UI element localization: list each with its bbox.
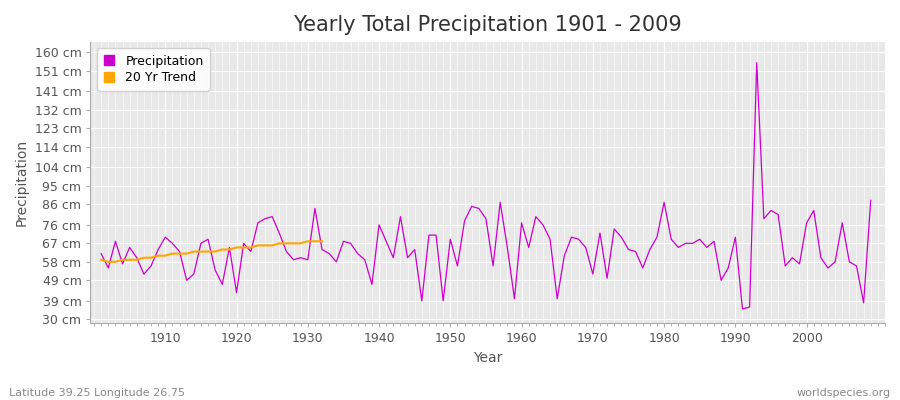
20 Yr Trend bbox=[210, 249, 220, 254]
Precipitation bbox=[153, 247, 164, 252]
20 Yr Trend bbox=[246, 245, 256, 250]
20 Yr Trend bbox=[288, 241, 299, 246]
20 Yr Trend bbox=[124, 257, 135, 262]
Precipitation bbox=[509, 296, 520, 301]
X-axis label: Year: Year bbox=[473, 351, 502, 365]
Precipitation bbox=[95, 251, 106, 256]
20 Yr Trend bbox=[167, 251, 178, 256]
Precipitation bbox=[352, 251, 363, 256]
Title: Yearly Total Precipitation 1901 - 2009: Yearly Total Precipitation 1901 - 2009 bbox=[293, 15, 682, 35]
20 Yr Trend bbox=[202, 249, 213, 254]
20 Yr Trend bbox=[295, 241, 306, 246]
20 Yr Trend bbox=[131, 257, 142, 262]
Precipitation bbox=[752, 60, 762, 65]
Y-axis label: Precipitation: Precipitation bbox=[15, 139, 29, 226]
Precipitation bbox=[517, 220, 527, 225]
20 Yr Trend bbox=[224, 247, 235, 252]
Legend: Precipitation, 20 Yr Trend: Precipitation, 20 Yr Trend bbox=[96, 48, 210, 91]
20 Yr Trend bbox=[259, 243, 270, 248]
20 Yr Trend bbox=[103, 260, 113, 264]
20 Yr Trend bbox=[160, 253, 171, 258]
Precipitation bbox=[737, 307, 748, 312]
20 Yr Trend bbox=[95, 257, 106, 262]
20 Yr Trend bbox=[238, 245, 249, 250]
20 Yr Trend bbox=[266, 243, 277, 248]
20 Yr Trend bbox=[117, 257, 128, 262]
20 Yr Trend bbox=[174, 251, 184, 256]
Precipitation bbox=[310, 206, 320, 211]
20 Yr Trend bbox=[274, 241, 284, 246]
20 Yr Trend bbox=[310, 239, 320, 244]
20 Yr Trend bbox=[181, 251, 192, 256]
20 Yr Trend bbox=[188, 249, 199, 254]
20 Yr Trend bbox=[302, 239, 313, 244]
20 Yr Trend bbox=[195, 249, 206, 254]
20 Yr Trend bbox=[110, 260, 121, 264]
20 Yr Trend bbox=[217, 247, 228, 252]
Line: 20 Yr Trend: 20 Yr Trend bbox=[101, 241, 322, 262]
Precipitation bbox=[602, 276, 613, 281]
Line: Precipitation: Precipitation bbox=[101, 63, 870, 309]
20 Yr Trend bbox=[281, 241, 292, 246]
20 Yr Trend bbox=[253, 243, 264, 248]
20 Yr Trend bbox=[139, 255, 149, 260]
Precipitation bbox=[865, 198, 876, 203]
Text: Latitude 39.25 Longitude 26.75: Latitude 39.25 Longitude 26.75 bbox=[9, 388, 185, 398]
20 Yr Trend bbox=[146, 255, 157, 260]
20 Yr Trend bbox=[153, 253, 164, 258]
Text: worldspecies.org: worldspecies.org bbox=[796, 388, 891, 398]
20 Yr Trend bbox=[231, 245, 242, 250]
20 Yr Trend bbox=[317, 239, 328, 244]
